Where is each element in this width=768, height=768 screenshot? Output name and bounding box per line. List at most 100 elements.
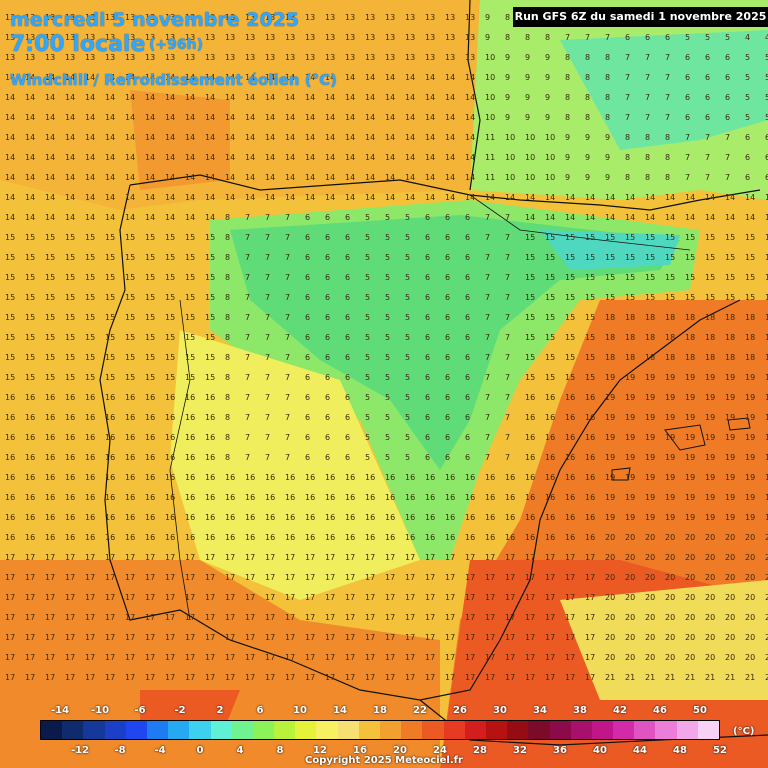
grid-value: 17 [205,633,215,642]
grid-value: 14 [385,73,395,82]
grid-value: 17 [25,613,35,622]
grid-value: 7 [485,273,490,282]
grid-value: 17 [525,553,535,562]
grid-value: 15 [745,253,755,262]
grid-value: 13 [65,53,75,62]
north-africa-zone [560,580,768,700]
legend-swatch [591,721,614,739]
grid-value: 14 [145,173,155,182]
grid-value: 9 [545,113,550,122]
grid-value: 6 [305,353,310,362]
grid-value: 14 [765,213,768,222]
grid-value: 14 [345,173,355,182]
grid-value: 15 [745,233,755,242]
grid-value: 17 [445,573,455,582]
grid-value: 15 [765,253,768,262]
grid-value: 8 [505,13,510,22]
grid-value: 19 [725,473,735,482]
grid-value: 19 [685,473,695,482]
grid-value: 17 [585,633,595,642]
grid-value: 13 [405,53,415,62]
grid-value: 6 [465,353,470,362]
grid-value: 6 [465,313,470,322]
grid-value: 8 [225,393,230,402]
grid-value: 14 [85,133,95,142]
grid-value: 17 [405,633,415,642]
grid-value: 16 [445,493,455,502]
grid-value: 18 [625,353,635,362]
grid-value: 18 [765,353,768,362]
grid-value: 17 [345,613,355,622]
grid-value: 6 [665,33,670,42]
grid-value: 19 [765,473,768,482]
grid-value: 15 [105,233,115,242]
variable-title: Windchill / Refroidissement éolien (°C) [10,71,337,89]
grid-value: 13 [305,53,315,62]
grid-value: 18 [705,333,715,342]
value-grid: 13 13 13 13 13 13 13 13 13 13 13 13 13 13 13 13 13 13 13 13… [5,13,768,682]
grid-value: 16 [205,473,215,482]
grid-value: 14 [5,73,15,82]
grid-value: 14 [25,133,35,142]
grid-value: 7 [285,273,290,282]
grid-value: 14 [125,173,135,182]
grid-value: 7 [485,293,490,302]
grid-value: 5 [385,333,390,342]
grid-value: 7 [265,373,270,382]
grid-value: 16 [25,453,35,462]
grid-value: 21 [645,673,655,682]
grid-value: 8 [225,453,230,462]
grid-value: 16 [125,413,135,422]
grid-value: 5 [705,33,710,42]
grid-value: 16 [45,493,55,502]
grid-value: 14 [725,193,735,202]
grid-value: 5 [385,313,390,322]
grid-value: 7 [245,413,250,422]
grid-value: 17 [405,653,415,662]
grid-value: 4 [765,33,768,42]
grid-value: 19 [625,413,635,422]
grid-value: 15 [85,293,95,302]
grid-value: 16 [465,533,475,542]
grid-value: 13 [365,53,375,62]
legend-swatch [62,721,84,739]
grid-value: 13 [265,13,275,22]
grid-value: 21 [625,673,635,682]
color-scale-legend [40,720,720,740]
grid-value: 10 [545,173,555,182]
grid-value: 7 [665,73,670,82]
grid-value: 5 [385,353,390,362]
grid-value: 14 [65,73,75,82]
grid-value: 16 [365,533,375,542]
grid-value: 15 [105,253,115,262]
grid-value: 14 [225,173,235,182]
grid-value: 19 [685,393,695,402]
grid-value: 15 [645,253,655,262]
grid-value: 17 [445,633,455,642]
grid-value: 16 [25,393,35,402]
grid-value: 9 [485,33,490,42]
grid-value: 16 [5,453,15,462]
grid-value: 5 [745,73,750,82]
grid-value: 17 [385,593,395,602]
grid-value: 17 [205,553,215,562]
grid-value: 14 [105,113,115,122]
grid-value: 19 [665,473,675,482]
grid-value: 14 [85,173,95,182]
grid-value: 6 [445,213,450,222]
grid-value: 6 [725,113,730,122]
grid-value: 6 [625,33,630,42]
grid-value: 16 [65,433,75,442]
grid-value: 15 [85,273,95,282]
grid-value: 17 [85,673,95,682]
grid-value: 19 [765,373,768,382]
grid-value: 15 [5,233,15,242]
grid-value: 14 [685,213,695,222]
grid-value: 5 [405,333,410,342]
grid-value: 6 [445,433,450,442]
grid-value: 7 [485,313,490,322]
grid-value: 19 [645,493,655,502]
grid-value: 7 [485,333,490,342]
grid-value: 14 [425,173,435,182]
grid-value: 7 [285,333,290,342]
